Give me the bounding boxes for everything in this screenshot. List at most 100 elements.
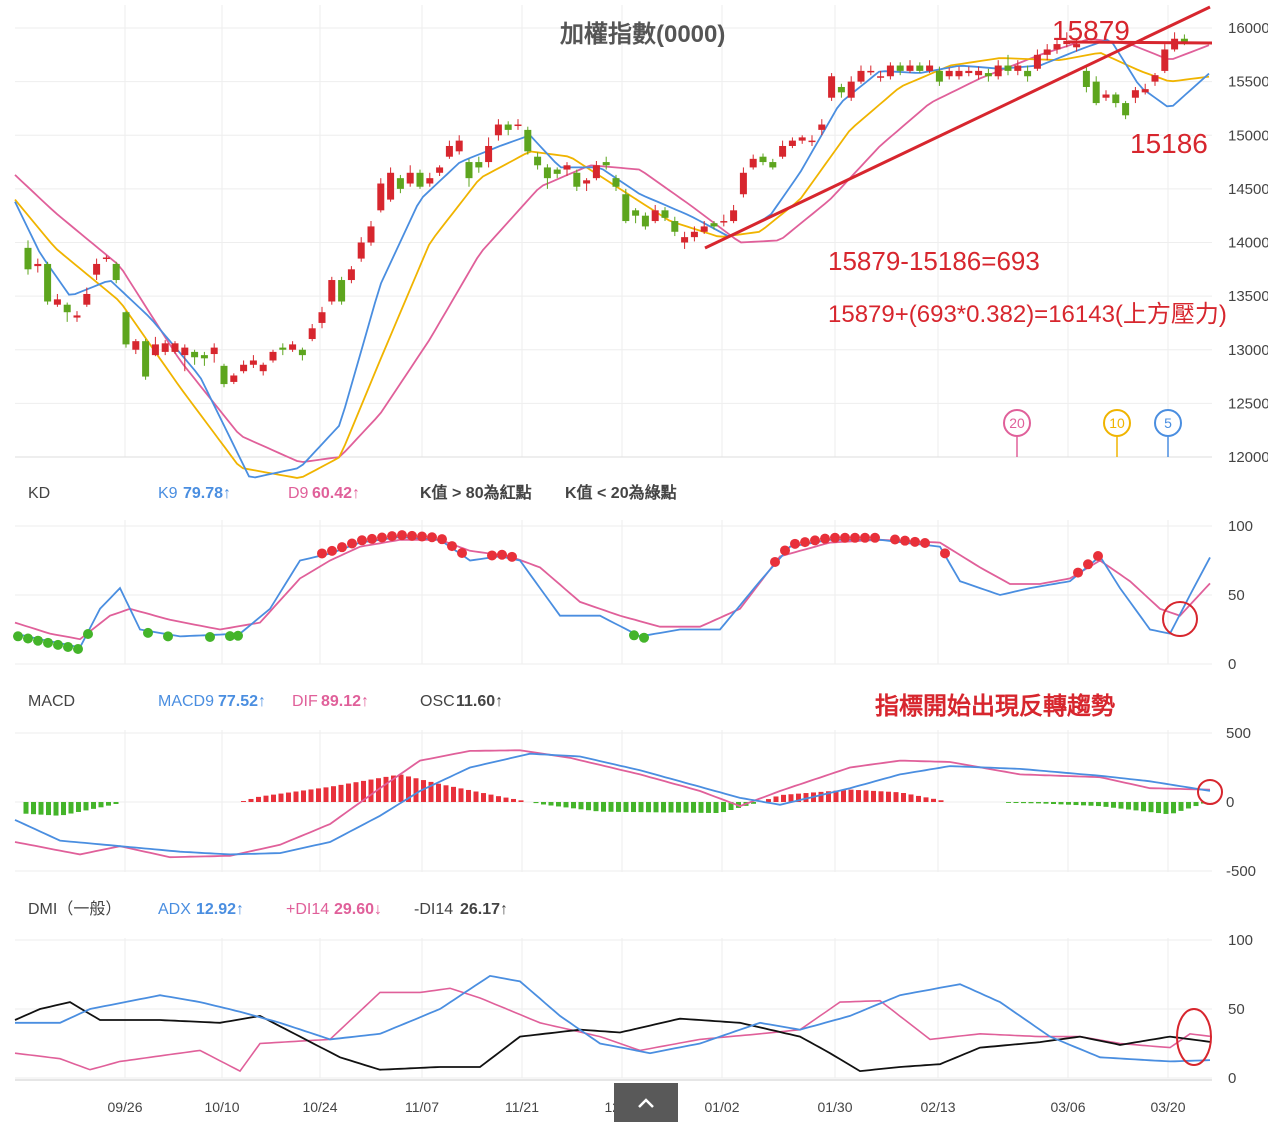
k-red-dot: [770, 556, 780, 567]
osc-bar: [91, 802, 96, 809]
osc-bar: [826, 791, 831, 802]
k-red-dot: [800, 537, 810, 548]
candle-body: [210, 347, 218, 355]
price-tick-label: 14500: [1228, 181, 1268, 198]
candle-body: [465, 162, 473, 179]
candle-body: [426, 178, 434, 184]
kd-tick-label: 0: [1228, 656, 1236, 673]
candle-body: [259, 364, 267, 372]
k-green-dot: [33, 635, 43, 646]
candle-body: [387, 172, 395, 200]
osc-bar: [683, 802, 689, 813]
candle-body: [24, 247, 32, 270]
dmi-adx-value: 12.92↑: [196, 901, 244, 918]
macd9-line: [14, 752, 1211, 856]
k-red-dot: [1083, 559, 1093, 570]
osc-bar: [308, 789, 314, 802]
macd-dif-value: 89.12↑: [321, 693, 369, 710]
candle-body: [641, 215, 649, 227]
candle-body: [132, 341, 140, 350]
candle-body: [759, 156, 767, 163]
osc-bar: [383, 776, 389, 802]
price-tick-label: 16000: [1228, 20, 1268, 37]
macd-tick-label: 0: [1226, 794, 1234, 811]
osc-bar: [286, 792, 291, 802]
date-tick-label: 01/30: [817, 1099, 852, 1115]
osc-bar: [1028, 802, 1034, 804]
candle-body: [837, 86, 845, 93]
candle-body: [191, 351, 199, 358]
k-red-dot: [860, 532, 870, 543]
osc-bar: [571, 802, 576, 809]
osc-bar: [1193, 802, 1199, 807]
kd-tick-label: 50: [1228, 587, 1245, 604]
kd-label: KD: [28, 485, 50, 502]
osc-bar: [676, 802, 681, 813]
k-red-dot: [497, 549, 507, 560]
k-green-dot: [53, 639, 63, 650]
ma-badge-label: 20: [1009, 415, 1025, 431]
osc-bar: [1006, 802, 1011, 803]
osc-bar: [443, 785, 449, 802]
osc-bar: [1058, 802, 1064, 805]
osc-bar: [46, 802, 51, 816]
candle-body: [690, 231, 698, 238]
osc-bar: [841, 790, 846, 802]
candle-body: [935, 70, 943, 82]
osc-bar: [1126, 802, 1131, 810]
osc-bar: [878, 791, 884, 802]
candle-body: [975, 70, 983, 76]
osc-bar: [68, 802, 74, 814]
candle-body: [298, 349, 306, 356]
k-red-dot: [830, 532, 840, 543]
candle-body: [808, 140, 816, 143]
candle-body: [269, 351, 277, 361]
dmi-mdi-name: -DI14: [414, 901, 453, 918]
osc-bar: [1148, 802, 1154, 813]
candle-body: [1092, 81, 1100, 104]
dmi-adx-name: ADX: [158, 901, 191, 918]
osc-bar: [511, 798, 516, 802]
candle-body: [877, 76, 885, 78]
candle-body: [632, 210, 640, 216]
candle-body: [102, 257, 110, 260]
osc-bar: [1118, 802, 1124, 809]
osc-bar: [61, 802, 66, 816]
osc-bar: [113, 802, 119, 804]
candle-body: [592, 165, 600, 179]
candle-body: [857, 70, 865, 82]
candle-body: [279, 347, 287, 350]
candle-body: [867, 70, 875, 73]
k-red-dot: [447, 541, 457, 552]
candle-body: [1180, 38, 1188, 42]
osc-bar: [353, 782, 359, 802]
k-red-dot: [900, 535, 910, 546]
osc-bar: [1178, 802, 1184, 811]
k-green-dot: [163, 631, 173, 642]
osc-bar: [1066, 802, 1071, 805]
macd-osc-value: 11.60↑: [456, 693, 503, 710]
k9-line: [14, 536, 1211, 649]
date-tick-label: 09/26: [107, 1099, 142, 1115]
collapse-tab[interactable]: [614, 1083, 678, 1122]
k-green-dot: [143, 627, 153, 638]
kd-note-red: K值 > 80為紅點: [420, 483, 532, 502]
osc-bar: [1163, 802, 1169, 814]
candle-body: [612, 178, 620, 187]
osc-bar: [593, 802, 599, 812]
candle-body: [828, 76, 836, 98]
ma10-line: [14, 52, 1210, 479]
osc-bar: [556, 802, 561, 807]
osc-bar: [856, 790, 861, 802]
candle-body: [739, 172, 747, 195]
osc-bar: [863, 790, 869, 802]
dmi-mdi-value: 26.17↑: [460, 901, 508, 918]
k-red-dot: [457, 547, 467, 558]
candle-body: [651, 210, 659, 222]
ma-badge: [1154, 409, 1182, 437]
k-green-dot: [13, 631, 23, 642]
chevron-up-icon[interactable]: [638, 1098, 654, 1108]
osc-bar: [398, 774, 404, 802]
price-tick-label: 15500: [1228, 74, 1268, 91]
